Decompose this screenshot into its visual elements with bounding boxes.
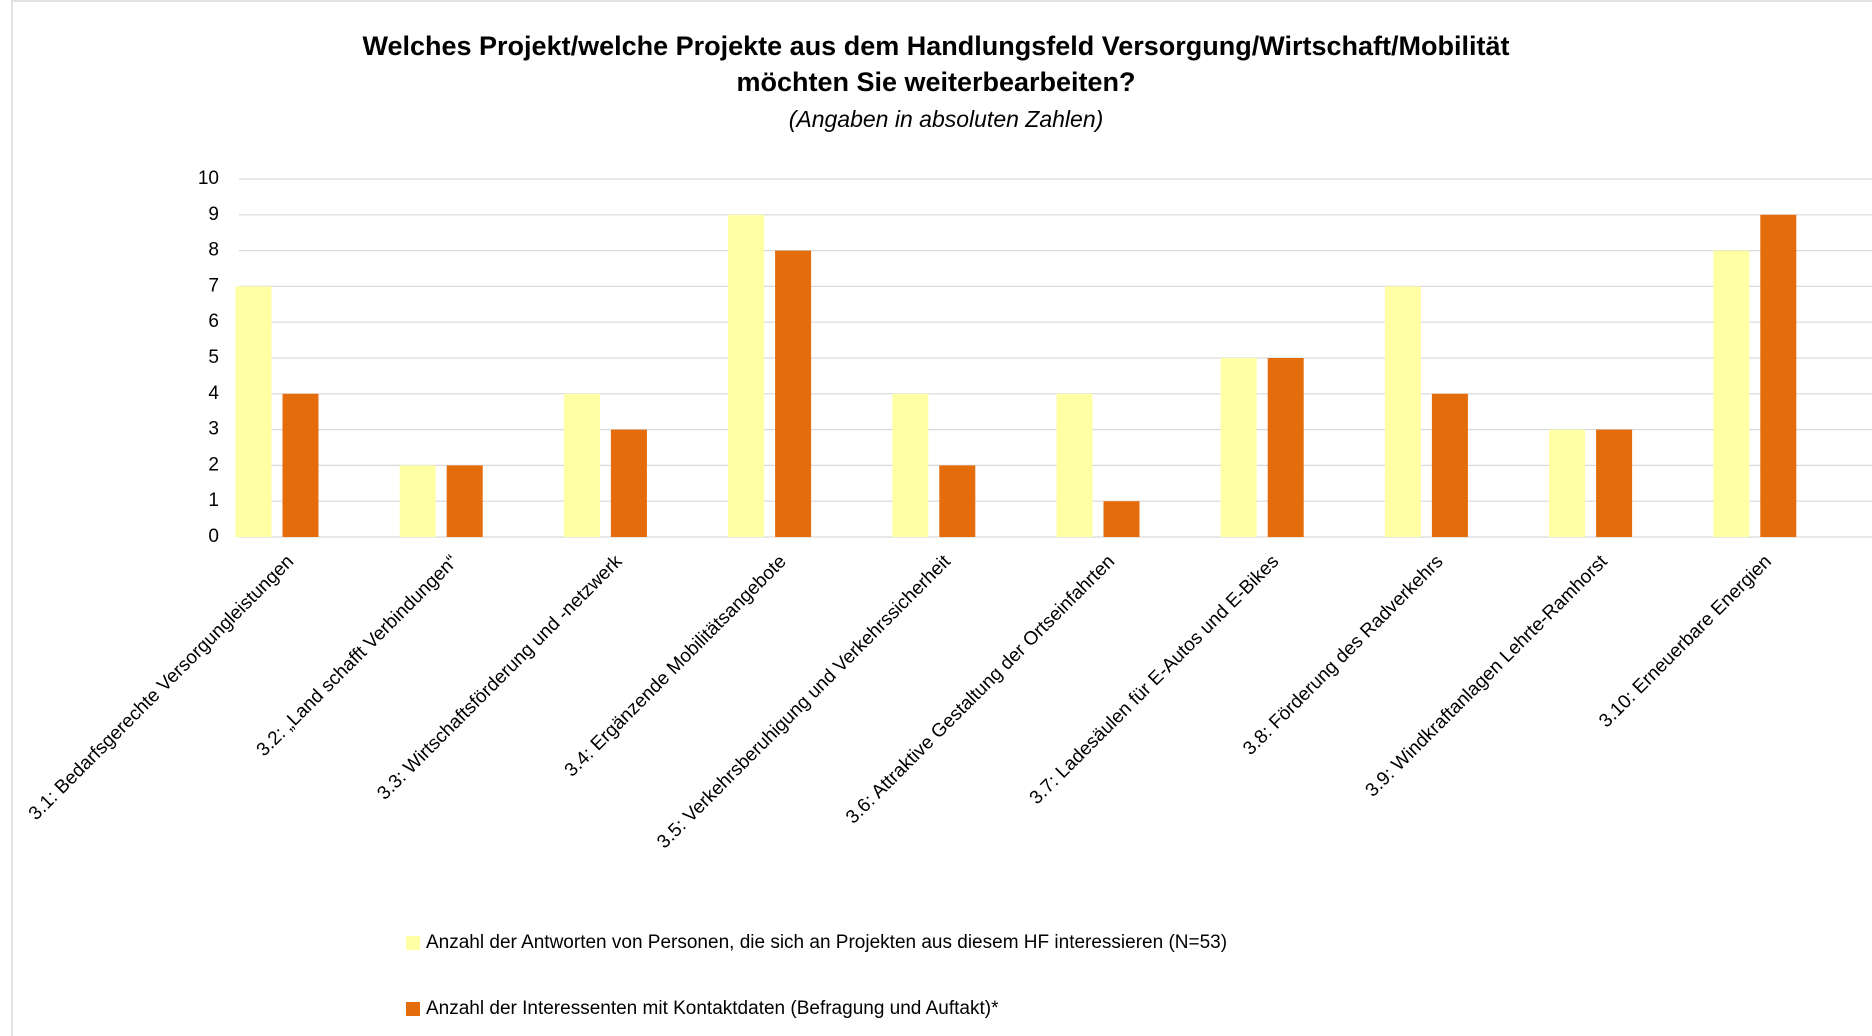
y-tick-label: 9 (208, 204, 219, 225)
x-tick-label: 3.10: Erneuerbare Energien (1595, 551, 1776, 732)
bar (1103, 501, 1140, 537)
bar (1549, 429, 1586, 537)
bar (1431, 393, 1468, 537)
y-tick-label: 4 (208, 383, 219, 404)
y-tick-label: 5 (208, 347, 219, 368)
legend-label: Anzahl der Interessenten mit Kontaktdate… (426, 998, 999, 1019)
bar (1056, 393, 1093, 537)
y-tick-label: 7 (208, 275, 219, 296)
y-tick-label: 3 (208, 419, 219, 440)
bar (399, 465, 436, 537)
chart-title: Welches Projekt/welche Projekte aus dem … (362, 31, 1509, 61)
chart-title: möchten Sie weiterbearbeiten? (736, 67, 1135, 97)
bar (235, 286, 272, 537)
bar (1713, 250, 1750, 537)
bar (282, 393, 319, 537)
bar (939, 465, 976, 537)
y-tick-label: 0 (208, 526, 219, 547)
legend-swatch (406, 1002, 420, 1016)
bar (1267, 358, 1304, 537)
bar (446, 465, 483, 537)
bar (1220, 358, 1257, 537)
x-tick-label: 3.1: Bedarfsgerechte Versorgungleistunge… (25, 551, 298, 824)
legend-swatch (406, 936, 420, 950)
chart-subtitle: (Angaben in absoluten Zahlen) (789, 106, 1104, 132)
x-tick-label: 3.5: Verkehrsberuhigung und Verkehrssich… (653, 551, 955, 853)
legend-label: Anzahl der Antworten von Personen, die s… (426, 932, 1227, 953)
bar (775, 250, 812, 537)
bar (1596, 429, 1633, 537)
y-tick-label: 8 (208, 240, 219, 261)
y-tick-label: 2 (208, 454, 219, 475)
bar (563, 393, 600, 537)
y-tick-label: 6 (208, 311, 219, 332)
x-tick-label: 3.6: Attraktive Gestaltung der Ortseinfa… (842, 551, 1119, 828)
y-tick-label: 1 (208, 490, 219, 511)
chart-frame (11, 0, 1872, 1036)
bar (728, 214, 765, 538)
bar (892, 393, 929, 537)
y-tick-label: 10 (198, 168, 219, 189)
x-tick-label: 3.8: Förderung des Radverkehrs (1239, 551, 1447, 759)
bar (1384, 286, 1421, 537)
bar (610, 429, 647, 537)
x-tick-label: 3.2: „Land schafft Verbindungen“ (253, 551, 463, 761)
bar (1760, 214, 1797, 538)
